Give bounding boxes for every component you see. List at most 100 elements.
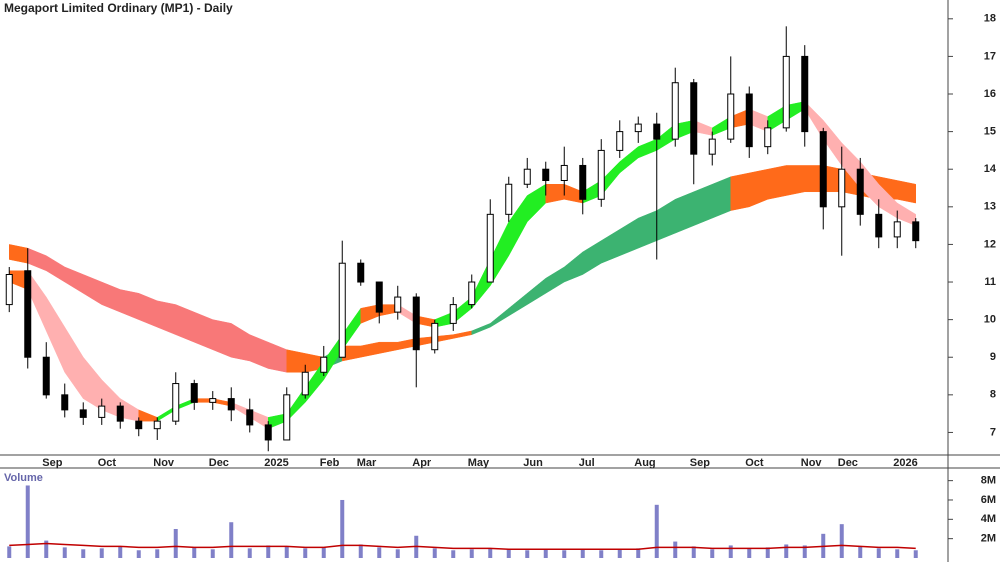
candle-body [893, 221, 901, 238]
y-tick-label: 7 [990, 426, 996, 438]
x-tick-label: 2025 [264, 457, 288, 469]
candle-body [486, 213, 494, 283]
band-segment [786, 165, 805, 196]
candle-body [338, 262, 346, 358]
x-tick-label: Apr [412, 457, 432, 469]
candle-body [172, 383, 180, 422]
x-tick-label: Aug [634, 457, 655, 469]
candle-body [819, 131, 827, 208]
volume-average [9, 542, 916, 551]
y-tick-label: 10 [984, 314, 996, 326]
candle-body [320, 356, 328, 373]
volume-bar [155, 549, 160, 558]
y-tick-label: 6M [981, 494, 996, 506]
x-tick-label: Dec [209, 457, 229, 469]
panel-title: Volume [4, 472, 43, 484]
volume-bar [173, 528, 178, 558]
y-tick-label: 2M [981, 533, 996, 545]
candle-body [542, 168, 550, 181]
volume-bar [266, 545, 271, 558]
candle-body [24, 270, 32, 358]
y-tick-label: 12 [984, 238, 996, 250]
volume-bar [876, 548, 881, 558]
y-tick-label: 11 [984, 276, 996, 288]
x-tick-label: Sep [690, 457, 710, 469]
candle-body [153, 420, 161, 430]
x-tick-label: May [468, 457, 490, 469]
volume-bar [784, 544, 789, 558]
candle-body [764, 127, 772, 148]
x-tick-label: Nov [801, 457, 823, 469]
volume-bar [543, 549, 548, 558]
candle-body [190, 383, 198, 403]
candle-body [745, 93, 753, 148]
candle-body [79, 409, 87, 418]
x-tick-label: Oct [98, 457, 117, 469]
x-tick-label: Jun [523, 457, 543, 469]
band-segment [767, 165, 787, 200]
volume-bar [858, 546, 863, 558]
volume-bar [599, 550, 604, 558]
band-segment [712, 176, 731, 219]
candle-body [875, 213, 883, 238]
x-tick-label: Mar [357, 457, 377, 469]
candle-body [61, 394, 69, 411]
candle-body [579, 164, 587, 200]
volume-bar [321, 547, 326, 558]
y-tick-label: 15 [984, 126, 996, 138]
candle-body [690, 82, 698, 155]
candle-body [782, 55, 790, 129]
candle-body [653, 123, 661, 140]
candle-body [116, 405, 124, 422]
y-tick-label: 4M [981, 513, 996, 525]
volume-bar [562, 550, 567, 558]
volume-bar [62, 547, 67, 558]
candle-body [209, 398, 217, 403]
candle-body [394, 296, 402, 313]
volume-bar [99, 548, 104, 558]
candle-body [505, 183, 513, 215]
band-segment [286, 349, 306, 373]
candle-body [560, 164, 568, 181]
volume-bar [802, 545, 807, 558]
band-segment [897, 180, 916, 204]
candle-body [246, 409, 254, 426]
y-tick-label: 18 [984, 13, 996, 25]
volume-bar [506, 549, 511, 558]
candle-body [375, 281, 383, 313]
volume-bar [395, 549, 400, 558]
candle-body [523, 168, 531, 185]
x-tick-label: Feb [320, 457, 340, 469]
x-tick-label: Sep [42, 457, 62, 469]
candle-body [801, 55, 809, 133]
candle-body [357, 262, 365, 283]
candle-body [98, 405, 106, 418]
y-tick-label: 16 [984, 88, 996, 100]
candle-body [727, 93, 735, 140]
candle-body [856, 168, 864, 215]
volume-bar [636, 548, 641, 558]
volume-bar [210, 549, 215, 558]
volume-bar [747, 548, 752, 558]
candle-body [301, 371, 309, 396]
volume-bar [580, 549, 585, 558]
chart-title: Megaport Limited Ordinary (MP1) - Daily [4, 1, 233, 15]
volume-bar [451, 550, 456, 558]
volume-bar [81, 549, 86, 558]
candle-body [671, 82, 679, 140]
y-tick-label: 14 [984, 163, 997, 175]
volume-bar [377, 547, 382, 558]
candle-body [283, 394, 291, 441]
volume-bar [895, 549, 900, 558]
volume-bar [7, 546, 12, 558]
volume-bar [617, 549, 622, 558]
volume-bar [118, 546, 123, 558]
candle-body [431, 322, 439, 351]
candle-body [42, 356, 50, 396]
x-tick-label: Oct [745, 457, 764, 469]
volume-bar [765, 547, 770, 558]
candle-body [468, 281, 476, 306]
candle-body [412, 296, 420, 351]
